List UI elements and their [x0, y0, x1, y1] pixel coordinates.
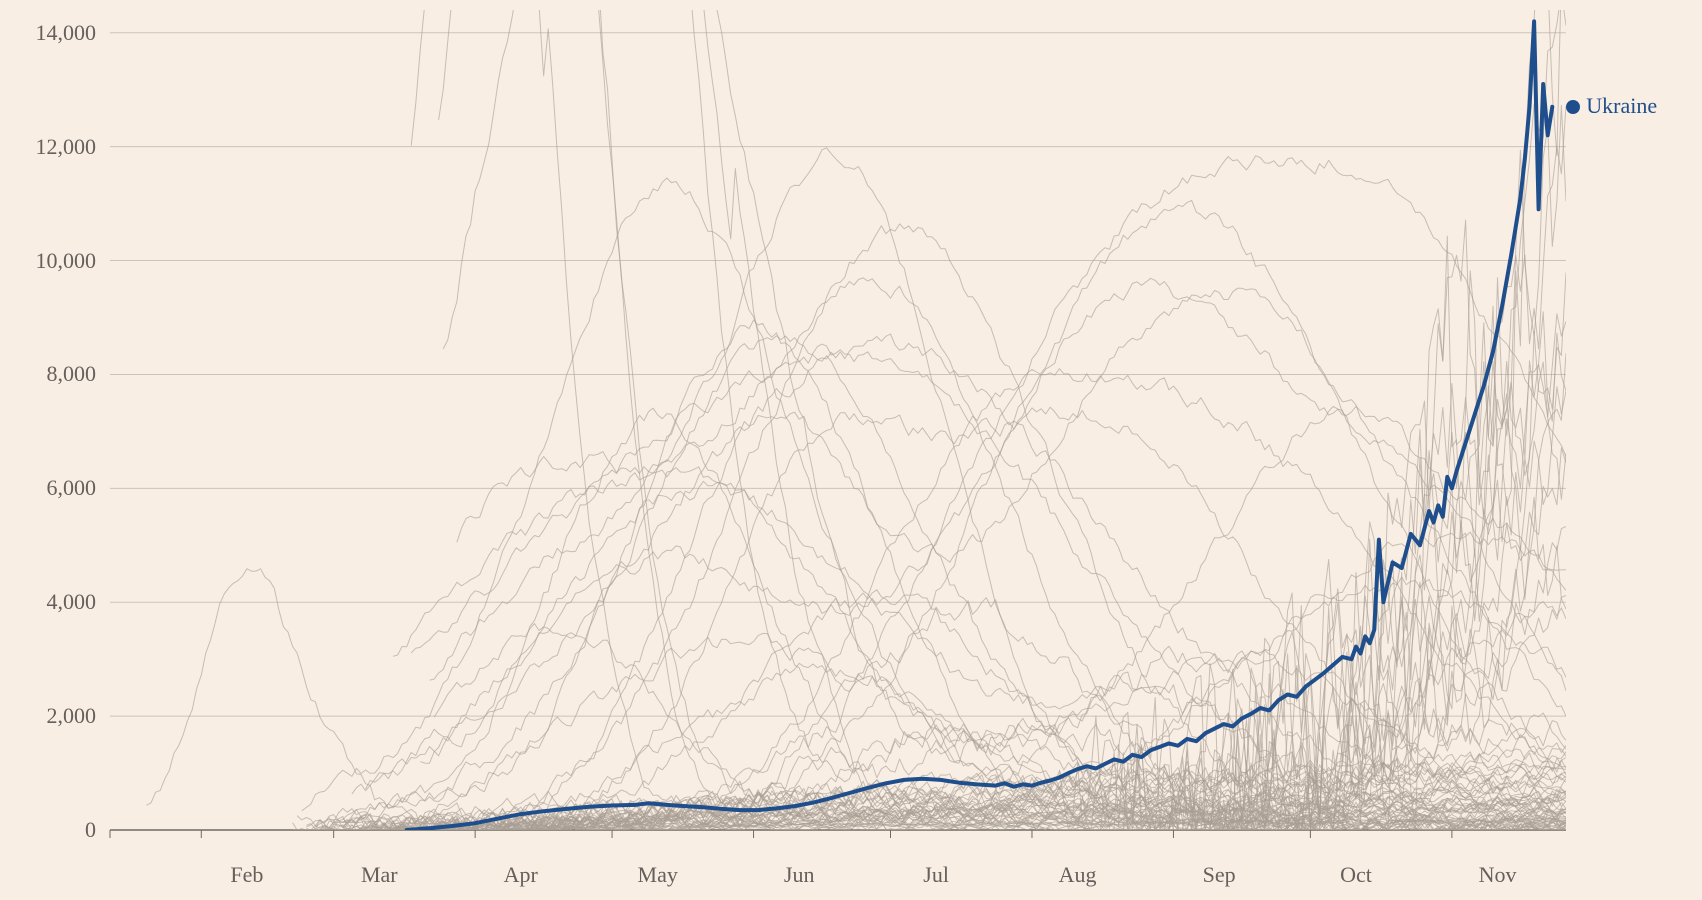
highlight-series-label: Ukraine: [1566, 93, 1657, 119]
x-tick-label: Jun: [784, 862, 815, 888]
x-tick-label: Feb: [230, 862, 263, 888]
y-tick-label: 8,000: [47, 361, 97, 387]
line-chart: 0 2,000 4,000 6,000 8,000 10,000 12,000 14,000 F…: [0, 0, 1702, 900]
x-tick-label: Mar: [361, 862, 398, 888]
y-tick-label: 14,000: [36, 20, 97, 46]
x-tick-label: Oct: [1340, 862, 1372, 888]
x-tick-label: Jul: [923, 862, 949, 888]
x-tick-label: May: [638, 862, 678, 888]
y-tick-label: 0: [85, 817, 96, 843]
y-tick-label: 10,000: [36, 248, 97, 274]
x-tick-label: Sep: [1203, 862, 1236, 888]
x-tick-label: Apr: [504, 862, 538, 888]
y-tick-label: 4,000: [47, 589, 97, 615]
y-tick-label: 12,000: [36, 134, 97, 160]
chart-svg: [0, 0, 1702, 900]
highlight-series-label-text: Ukraine: [1586, 93, 1657, 118]
y-tick-label: 2,000: [47, 703, 97, 729]
x-tick-label: Nov: [1479, 862, 1517, 888]
y-tick-label: 6,000: [47, 475, 97, 501]
highlight-series-dot: [1566, 100, 1580, 114]
x-tick-label: Aug: [1059, 862, 1097, 888]
